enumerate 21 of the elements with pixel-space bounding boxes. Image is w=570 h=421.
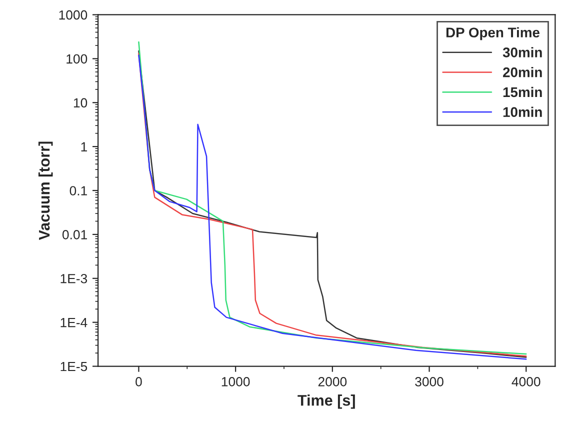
x-tick-label: 2000 <box>318 377 347 386</box>
x-tick-label: 3000 <box>415 377 444 386</box>
legend-label: 20min <box>503 67 542 78</box>
y-tick-label: 10 <box>74 98 88 108</box>
y-tick-label: 0.01 <box>62 230 87 240</box>
x-tick-label: 1000 <box>222 377 250 386</box>
y-tick-label: 1E-4 <box>60 318 88 328</box>
y-axis-title: Vacuum [torr] <box>38 142 53 240</box>
x-axis-title: Time [s] <box>298 394 355 409</box>
y-tick-label: 1000 <box>59 10 88 20</box>
y-tick-label: 100 <box>66 54 88 64</box>
y-tick-label: 0.1 <box>70 186 87 196</box>
legend-label: 15min <box>503 86 542 98</box>
y-tick-label: 1E-3 <box>60 274 88 284</box>
y-tick-label: 1E-5 <box>60 362 88 372</box>
legend-title: DP Open Time <box>446 27 540 40</box>
x-tick-label: 0 <box>136 377 142 386</box>
y-tick-label: 1 <box>81 142 87 152</box>
x-tick-label: 4000 <box>512 377 540 386</box>
legend-label: 10min <box>503 106 542 118</box>
legend-label: 30min <box>502 47 542 58</box>
